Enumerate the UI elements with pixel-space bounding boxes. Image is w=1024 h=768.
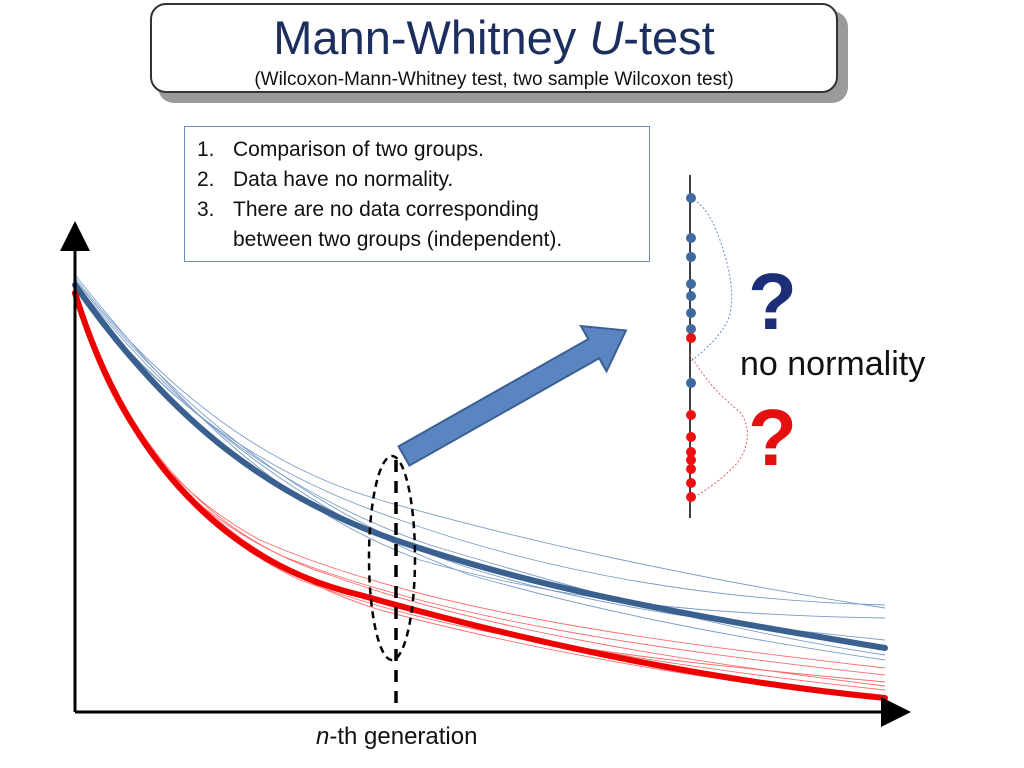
condition-text: There are no data corresponding	[233, 198, 539, 221]
question-mark-blue: ?	[748, 257, 797, 346]
title-box: Mann-Whitney U-test (Wilcoxon-Mann-Whitn…	[150, 3, 838, 93]
condition-text: Comparison of two groups.	[233, 138, 484, 161]
blue-sample-curve	[74, 289, 886, 656]
red-data-points	[686, 333, 696, 502]
red-data-point	[686, 478, 696, 488]
blue-data-point	[686, 252, 696, 262]
blue-data-point	[686, 324, 696, 334]
red-data-point	[686, 410, 696, 420]
red-data-point	[686, 447, 696, 457]
page-subtitle: (Wilcoxon-Mann-Whitney test, two sample …	[254, 69, 734, 90]
blue-mean-curve	[72, 282, 888, 651]
red-data-point	[686, 492, 696, 502]
red-data-point	[686, 333, 696, 343]
blue-sample-curve	[74, 277, 886, 609]
red-mean-curve	[72, 290, 888, 701]
condition-number: 3.	[197, 198, 215, 221]
red-data-point	[686, 455, 696, 465]
condition-text: between two groups (independent).	[233, 228, 563, 251]
blue-data-point	[686, 193, 696, 203]
question-mark-red: ?	[748, 393, 797, 482]
red-data-point	[686, 432, 696, 442]
condition-item: 1. Comparison of two groups.	[185, 135, 649, 165]
red-data-point	[686, 464, 696, 474]
condition-number: 1.	[197, 138, 215, 161]
blue-density-curve	[689, 197, 733, 363]
condition-number: 2.	[197, 168, 215, 191]
conditions-box: 1. Comparison of two groups. 2. Data have …	[184, 126, 650, 262]
condition-item: 2. Data have no normality.	[185, 165, 649, 195]
page-title: Mann-Whitney U-test	[273, 11, 715, 64]
blue-data-points	[686, 193, 696, 388]
blue-data-point	[686, 279, 696, 289]
condition-item-continuation: between two groups (independent).	[185, 225, 649, 255]
no-normality-label: no normality	[740, 345, 926, 383]
red-density-curve	[689, 354, 748, 501]
sample-ellipse	[367, 454, 417, 662]
condition-text: Data have no normality.	[233, 168, 454, 191]
condition-item: 3. There are no data corresponding	[185, 195, 649, 225]
magnify-arrow	[397, 324, 628, 467]
blue-data-point	[686, 233, 696, 243]
blue-sample-curve	[74, 281, 886, 661]
conditions-list: 1. Comparison of two groups. 2. Data have …	[185, 127, 649, 255]
blue-data-point	[686, 291, 696, 301]
blue-data-point	[686, 378, 696, 388]
red-sample-curve	[74, 294, 886, 676]
magnify-arrow-shape	[397, 324, 628, 467]
x-axis-label: n-th generation	[316, 723, 478, 750]
blue-data-point	[686, 308, 696, 318]
